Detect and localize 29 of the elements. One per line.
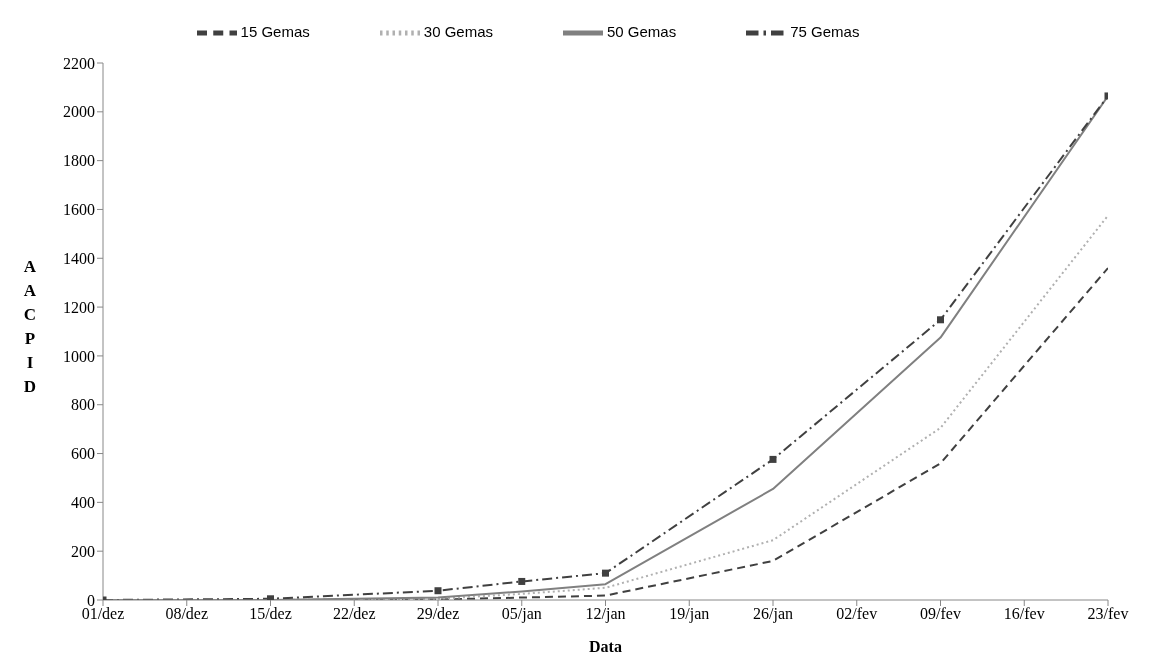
y-tick-label: 1800 [63,152,95,170]
y-tick-label: 1600 [63,201,95,219]
x-axis-title: Data [589,638,622,655]
x-tick-label: 02/fev [836,605,878,623]
y-tick-label: 2000 [63,103,95,121]
legend-label: 50 Gemas [607,22,677,40]
y-tick-label: 200 [71,542,95,560]
x-tick-label: 12/jan [585,605,626,624]
legend-label: 30 Gemas [423,22,493,40]
y-tick-label: 1200 [63,298,95,316]
x-tick-label: 22/dez [332,605,376,623]
x-tick-label: 26/jan [753,605,793,624]
x-tick-label: 19/jan [669,605,710,624]
x-tick-label: 08/dez [165,605,209,623]
x-tick-label: 05/jan [501,605,542,624]
y-tick-label: 2200 [63,54,95,72]
x-tick-label: 09/fev [920,605,961,623]
y-tick-label: 1000 [63,347,95,365]
y-tick-label: 400 [71,494,95,512]
x-tick-label: 23/fev [1087,605,1129,623]
x-tick-label: 16/fev [1003,605,1045,623]
y-axis-title: AACPID [23,256,37,396]
x-tick-label: 29/dez [416,605,460,623]
y-tick-label: 800 [71,396,95,414]
y-tick-label: 600 [71,445,95,463]
x-tick-label: 15/dez [249,605,292,623]
legend-label: 15 Gemas [240,22,310,40]
y-tick-label: 1400 [63,249,95,267]
legend-label: 75 Gemas [790,22,860,40]
